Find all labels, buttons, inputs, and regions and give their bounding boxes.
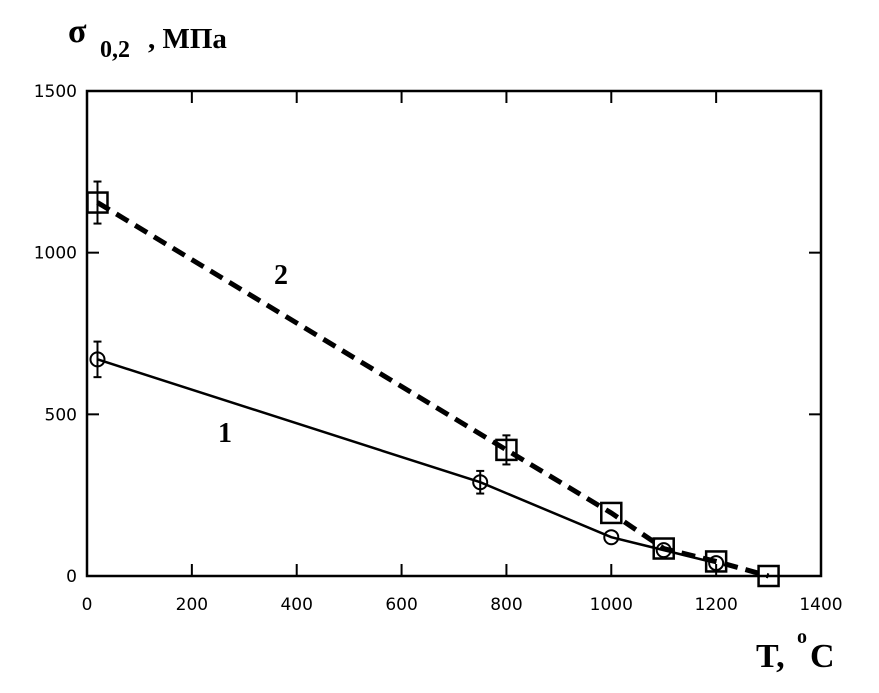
- x-tick-label: 1400: [799, 595, 842, 615]
- x-tick-label: 800: [490, 595, 522, 615]
- y-axis-label-symbol: σ: [68, 13, 87, 50]
- series-2-point: [86, 191, 109, 214]
- series-2-point: [600, 501, 623, 525]
- series-2-line: [96, 200, 770, 579]
- plot-frame: [85, 89, 823, 578]
- y-axis-label-subscript: 0,2: [100, 37, 130, 63]
- y-tick-label: 1000: [34, 244, 77, 264]
- x-axis-label-unit: C: [810, 638, 835, 675]
- y-tick-label: 500: [45, 405, 77, 425]
- x-tick-label: 200: [176, 595, 208, 615]
- y-axis-label-unit: , МПа: [148, 23, 227, 55]
- series-2-point: [704, 550, 728, 573]
- y-tick-label: 1500: [34, 82, 77, 102]
- series-2-point: [757, 564, 780, 588]
- series-1-point: [603, 529, 620, 546]
- series-2-point: [495, 438, 518, 462]
- x-tick-label: 0: [82, 595, 93, 615]
- series-2-point: [652, 537, 675, 560]
- x-tick-label: 1200: [695, 595, 738, 615]
- x-axis-label: T,: [756, 638, 785, 675]
- x-tick-label: 1000: [590, 595, 633, 615]
- series-1-point: [472, 474, 489, 491]
- x-axis-label-superscript: o: [797, 626, 807, 648]
- series-1-point: [89, 351, 106, 368]
- series-1-label: 1: [218, 418, 232, 449]
- y-tick-label: 0: [66, 567, 77, 587]
- x-tick-label: 400: [280, 595, 312, 615]
- series-2-label: 2: [274, 260, 288, 291]
- series-1-point: [708, 555, 725, 572]
- x-tick-label: 600: [385, 595, 417, 615]
